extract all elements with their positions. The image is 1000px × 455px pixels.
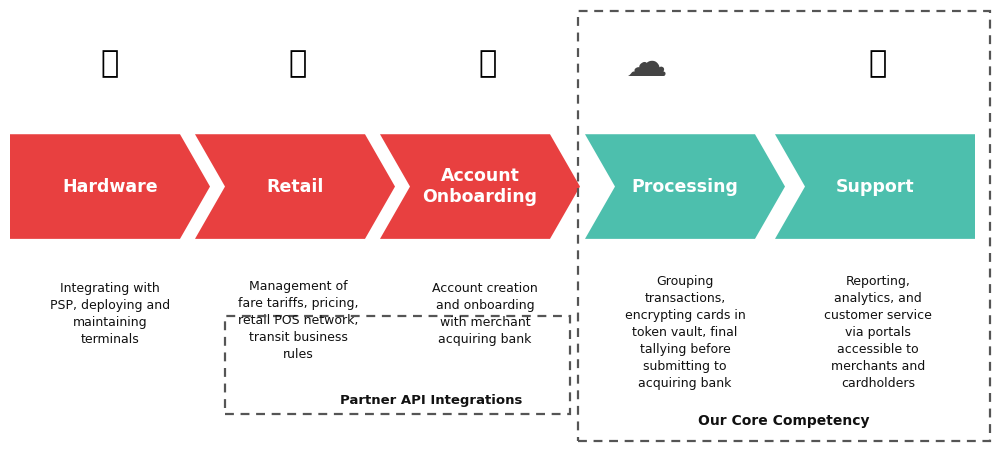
Text: Retail: Retail [266,177,324,196]
Polygon shape [775,134,975,239]
Text: Grouping
transactions,
encrypting cards in
token vault, final
tallying before
su: Grouping transactions, encrypting cards … [625,275,745,389]
Text: 👩: 👩 [869,49,887,78]
Text: Account creation
and onboarding
with merchant
acquiring bank: Account creation and onboarding with mer… [432,282,538,346]
Text: Our Core Competency: Our Core Competency [698,414,870,428]
Text: 🖨: 🖨 [101,49,119,78]
Text: Support: Support [836,177,914,196]
Polygon shape [585,134,785,239]
Polygon shape [195,134,395,239]
Text: Partner API Integrations: Partner API Integrations [340,394,522,407]
Polygon shape [10,134,210,239]
Text: Reporting,
analytics, and
customer service
via portals
accessible to
merchants a: Reporting, analytics, and customer servi… [824,275,932,389]
Text: Management of
fare tariffs, pricing,
retail POS network,
transit business
rules: Management of fare tariffs, pricing, ret… [238,280,358,361]
Text: 📋: 📋 [479,49,497,78]
Text: Account
Onboarding: Account Onboarding [422,167,538,206]
Text: ☁: ☁ [626,43,668,85]
Polygon shape [380,134,580,239]
Text: Processing: Processing [632,177,738,196]
Text: 🛍: 🛍 [289,49,307,78]
Text: Hardware: Hardware [62,177,158,196]
Text: Integrating with
PSP, deploying and
maintaining
terminals: Integrating with PSP, deploying and main… [50,282,170,346]
